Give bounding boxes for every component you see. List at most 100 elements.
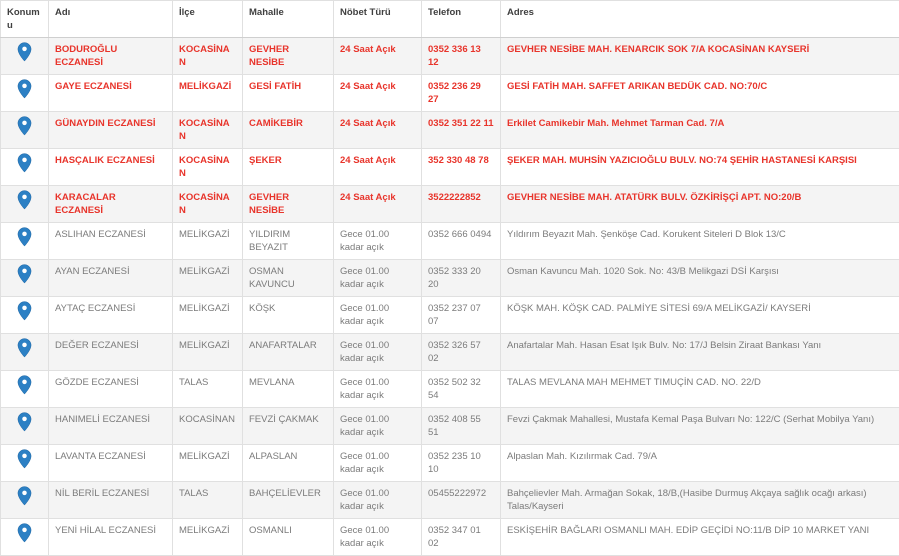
pharmacy-name: KARACALAR ECZANESİ	[49, 186, 173, 223]
location-cell[interactable]	[1, 408, 49, 445]
map-pin-icon	[17, 42, 32, 62]
phone-number: 3522222852	[422, 186, 501, 223]
location-cell[interactable]	[1, 260, 49, 297]
phone-number: 352 330 48 78	[422, 149, 501, 186]
address-text: ESKİŞEHİR BAĞLARI OSMANLI MAH. EDİP GEÇİ…	[501, 519, 899, 556]
phone-number: 0352 237 07 07	[422, 297, 501, 334]
neighborhood-name: OSMANLI	[243, 519, 334, 556]
location-cell[interactable]	[1, 482, 49, 519]
neighborhood-name: GEVHER NESİBE	[243, 186, 334, 223]
neighborhood-name: KÖŞK	[243, 297, 334, 334]
district-name: MELİKGAZİ	[173, 519, 243, 556]
neighborhood-name: FEVZİ ÇAKMAK	[243, 408, 334, 445]
location-cell[interactable]	[1, 75, 49, 112]
district-name: MELİKGAZİ	[173, 75, 243, 112]
location-cell[interactable]	[1, 445, 49, 482]
location-cell[interactable]	[1, 186, 49, 223]
district-name: KOCASİNAN	[173, 112, 243, 149]
district-name: MELİKGAZİ	[173, 297, 243, 334]
district-name: KOCASİNAN	[173, 149, 243, 186]
district-name: TALAS	[173, 371, 243, 408]
duty-type: Gece 01.00 kadar açık	[334, 223, 422, 260]
location-cell[interactable]	[1, 38, 49, 75]
neighborhood-name: ANAFARTALAR	[243, 334, 334, 371]
map-pin-icon	[17, 264, 32, 284]
address-text: GEVHER NESİBE MAH. KENARCIK SOK 7/A KOCA…	[501, 38, 899, 75]
duty-type: Gece 01.00 kadar açık	[334, 408, 422, 445]
district-name: KOCASİNAN	[173, 408, 243, 445]
duty-type: Gece 01.00 kadar açık	[334, 334, 422, 371]
duty-type: 24 Saat Açık	[334, 186, 422, 223]
neighborhood-name: YILDIRIM BEYAZIT	[243, 223, 334, 260]
duty-type: Gece 01.00 kadar açık	[334, 297, 422, 334]
district-name: KOCASİNAN	[173, 38, 243, 75]
phone-number: 0352 236 29 27	[422, 75, 501, 112]
neighborhood-name: MEVLANA	[243, 371, 334, 408]
neighborhood-name: ŞEKER	[243, 149, 334, 186]
location-cell[interactable]	[1, 519, 49, 556]
phone-number: 05455222972	[422, 482, 501, 519]
map-pin-icon	[17, 79, 32, 99]
pharmacy-name: YENİ HİLAL ECZANESİ	[49, 519, 173, 556]
pharmacy-name: AYAN ECZANESİ	[49, 260, 173, 297]
pharmacy-name: HANIMELİ ECZANESİ	[49, 408, 173, 445]
duty-type: Gece 01.00 kadar açık	[334, 482, 422, 519]
duty-type: Gece 01.00 kadar açık	[334, 445, 422, 482]
column-header-konumu: Konumu	[1, 1, 49, 38]
location-cell[interactable]	[1, 334, 49, 371]
address-text: Osman Kavuncu Mah. 1020 Sok. No: 43/B Me…	[501, 260, 899, 297]
location-cell[interactable]	[1, 223, 49, 260]
duty-type: Gece 01.00 kadar açık	[334, 260, 422, 297]
district-name: MELİKGAZİ	[173, 260, 243, 297]
phone-number: 0352 336 13 12	[422, 38, 501, 75]
pharmacy-name: GÖZDE ECZANESİ	[49, 371, 173, 408]
address-text: Anafartalar Mah. Hasan Esat Işık Bulv. N…	[501, 334, 899, 371]
address-text: GESİ FATİH MAH. SAFFET ARIKAN BEDÜK CAD.…	[501, 75, 899, 112]
map-pin-icon	[17, 412, 32, 432]
address-text: Fevzi Çakmak Mahallesi, Mustafa Kemal Pa…	[501, 408, 899, 445]
neighborhood-name: GEVHER NESİBE	[243, 38, 334, 75]
location-cell[interactable]	[1, 371, 49, 408]
column-header-adi: Adı	[49, 1, 173, 38]
map-pin-icon	[17, 523, 32, 543]
pharmacy-name: DEĞER ECZANESİ	[49, 334, 173, 371]
phone-number: 0352 666 0494	[422, 223, 501, 260]
phone-number: 0352 408 55 51	[422, 408, 501, 445]
column-header-adres: Adres	[501, 1, 899, 38]
map-pin-icon	[17, 301, 32, 321]
phone-number: 0352 347 01 02	[422, 519, 501, 556]
pharmacy-name: AYTAÇ ECZANESİ	[49, 297, 173, 334]
location-cell[interactable]	[1, 297, 49, 334]
district-name: TALAS	[173, 482, 243, 519]
neighborhood-name: OSMAN KAVUNCU	[243, 260, 334, 297]
address-text: ŞEKER MAH. MUHSİN YAZICIOĞLU BULV. NO:74…	[501, 149, 899, 186]
phone-number: 0352 333 20 20	[422, 260, 501, 297]
pharmacy-name: HASÇALIK ECZANESİ	[49, 149, 173, 186]
duty-type: 24 Saat Açık	[334, 75, 422, 112]
column-header-telefon: Telefon	[422, 1, 501, 38]
address-text: Erkilet Camikebir Mah. Mehmet Tarman Cad…	[501, 112, 899, 149]
column-header-mahalle: Mahalle	[243, 1, 334, 38]
map-pin-icon	[17, 116, 32, 136]
duty-type: 24 Saat Açık	[334, 112, 422, 149]
district-name: KOCASİNAN	[173, 186, 243, 223]
map-pin-icon	[17, 190, 32, 210]
district-name: MELİKGAZİ	[173, 334, 243, 371]
neighborhood-name: GESİ FATİH	[243, 75, 334, 112]
location-cell[interactable]	[1, 112, 49, 149]
map-pin-icon	[17, 449, 32, 469]
location-cell[interactable]	[1, 149, 49, 186]
